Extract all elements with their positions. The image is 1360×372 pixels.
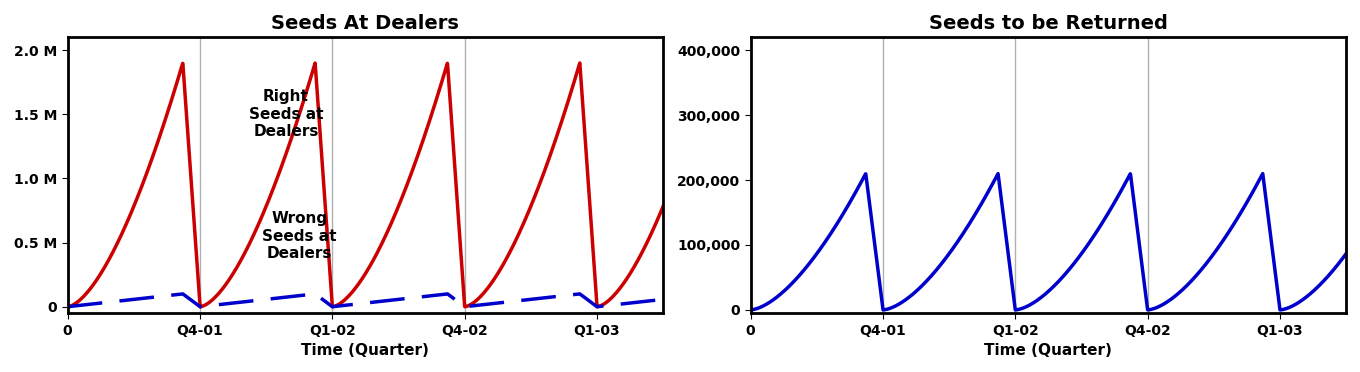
X-axis label: Time (Quarter): Time (Quarter) [302,343,430,358]
Title: Seeds to be Returned: Seeds to be Returned [929,14,1168,33]
Text: Right
Seeds at
Dealers: Right Seeds at Dealers [249,89,324,139]
X-axis label: Time (Quarter): Time (Quarter) [985,343,1112,358]
Title: Seeds At Dealers: Seeds At Dealers [272,14,460,33]
Text: Wrong
Seeds at
Dealers: Wrong Seeds at Dealers [262,211,336,261]
